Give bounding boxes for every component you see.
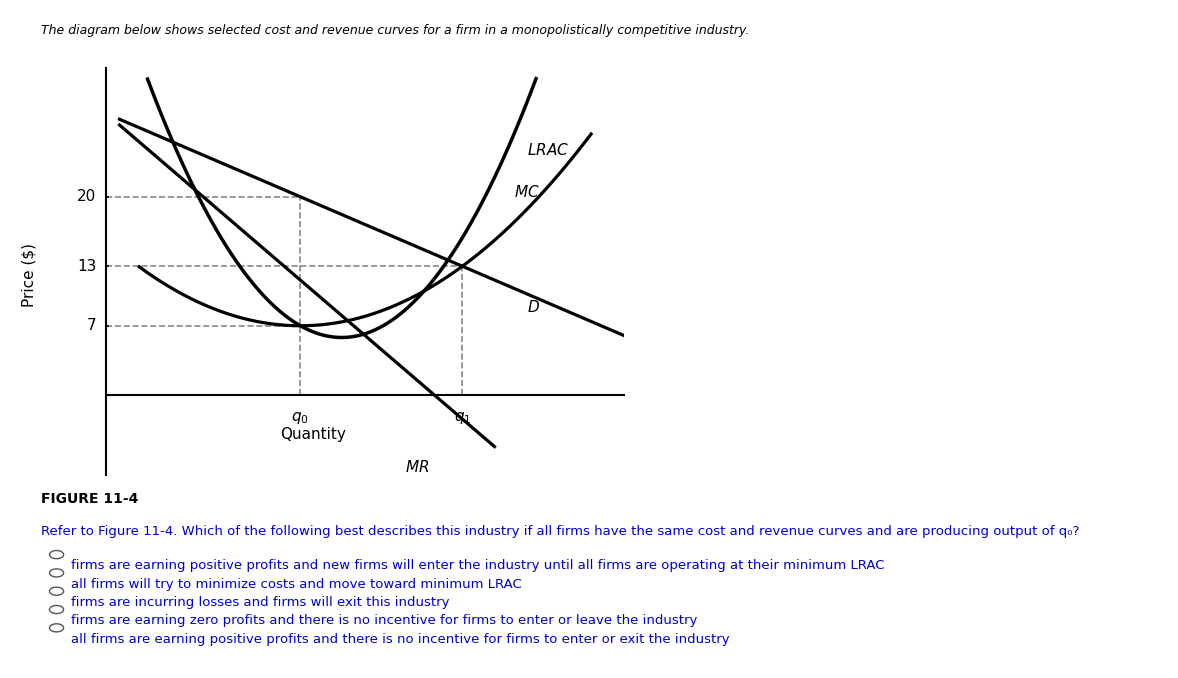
Text: 7: 7 xyxy=(87,318,97,334)
Text: Quantity: Quantity xyxy=(280,427,346,442)
Text: Refer to Figure 11-4. Which of the following best describes this industry if all: Refer to Figure 11-4. Which of the follo… xyxy=(41,525,1079,538)
Text: The diagram below shows selected cost and revenue curves for a firm in a monopol: The diagram below shows selected cost an… xyxy=(41,24,749,37)
Text: firms are earning zero profits and there is no incentive for firms to enter or l: firms are earning zero profits and there… xyxy=(71,614,697,627)
Text: $q_1$: $q_1$ xyxy=(454,410,471,426)
Text: firms are earning positive profits and new firms will enter the industry until a: firms are earning positive profits and n… xyxy=(71,559,885,572)
Text: FIGURE 11-4: FIGURE 11-4 xyxy=(41,492,139,506)
Text: $LRAC$: $LRAC$ xyxy=(528,142,569,158)
Text: $D$: $D$ xyxy=(528,299,541,315)
Text: 20: 20 xyxy=(77,189,97,204)
Text: Price ($): Price ($) xyxy=(22,243,37,306)
Text: all firms will try to minimize costs and move toward minimum LRAC: all firms will try to minimize costs and… xyxy=(71,578,522,591)
Text: firms are incurring losses and firms will exit this industry: firms are incurring losses and firms wil… xyxy=(71,596,449,609)
Text: 13: 13 xyxy=(77,259,97,274)
Text: $MR$: $MR$ xyxy=(405,458,429,475)
Text: all firms are earning positive profits and there is no incentive for firms to en: all firms are earning positive profits a… xyxy=(71,633,729,645)
Text: $q_0$: $q_0$ xyxy=(291,410,310,426)
Text: $MC$: $MC$ xyxy=(515,184,540,200)
